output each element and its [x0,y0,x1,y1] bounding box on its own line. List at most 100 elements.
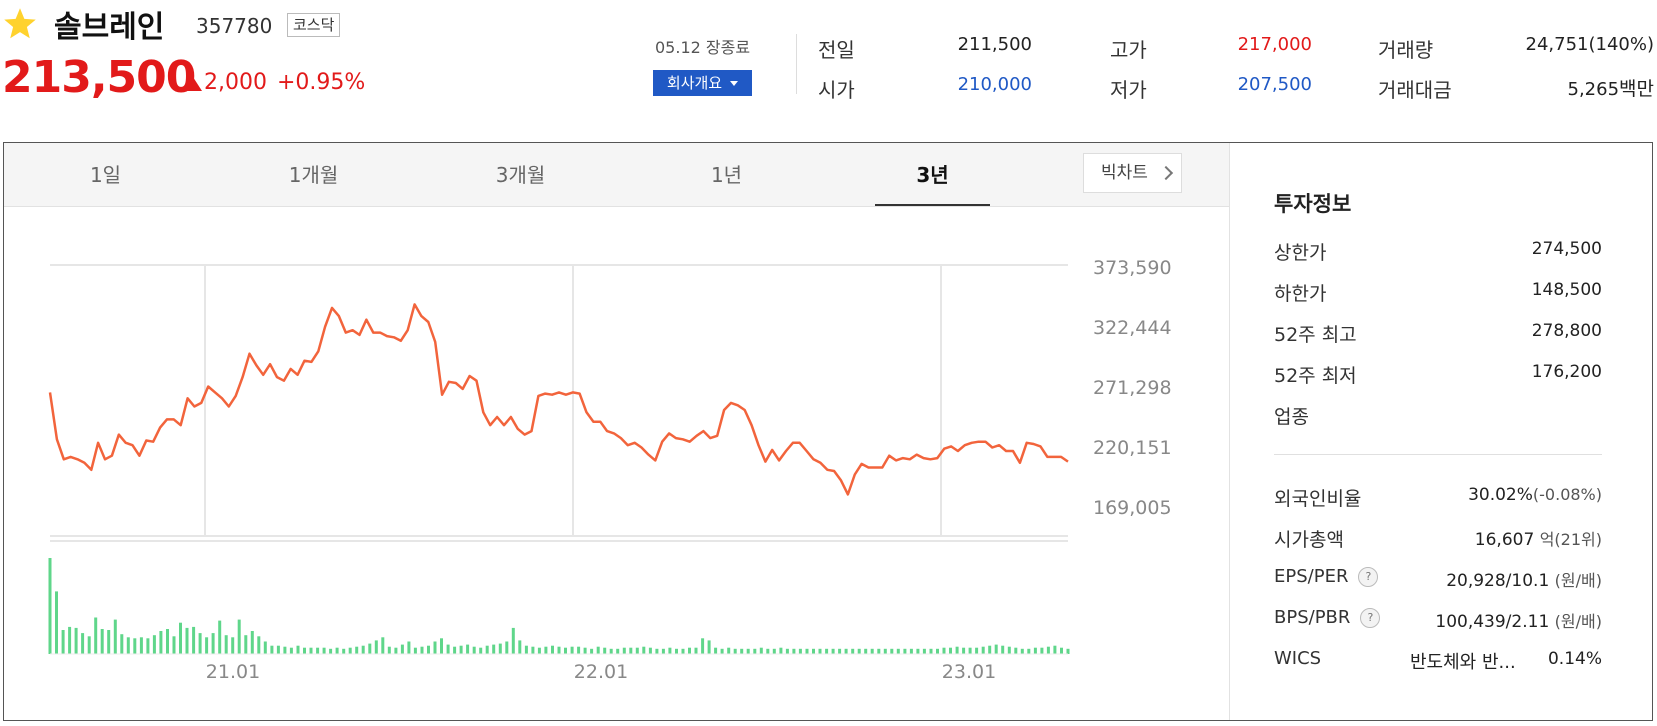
volume-bar [179,622,182,654]
tab-1day[interactable]: 1일 [89,163,122,187]
volume-value: 24,751(140%) [1525,34,1655,55]
volume-bar [962,647,966,654]
volume-bar [596,646,600,654]
volume-bar [661,648,665,654]
foreign-ratio-value: 30.02%(-0.08%) [1468,485,1602,505]
volume-bar [224,635,228,654]
volume-bar [498,643,502,654]
volume-bar [720,648,724,654]
tab-1month[interactable]: 1개월 [288,163,339,187]
volume-bar [772,648,776,654]
wics-sector-link[interactable]: 반도체와 반... [1410,652,1516,673]
volume-bar [805,648,809,654]
volume-bar [172,636,176,654]
prev-close-label: 전일 [818,38,855,62]
volume-bar [289,647,293,654]
sector-label: 업종 [1274,406,1309,428]
help-icon[interactable]: ? [1358,567,1379,587]
volume-bar [329,648,333,654]
bps-pbr-value: 100,439/2.11 (원/배) [1435,608,1602,632]
foreign-ratio-label: 외국인비율 [1274,488,1362,510]
volume-bar [205,637,209,654]
volume-bar [896,648,900,654]
tab-1year[interactable]: 1년 [710,163,743,187]
market-cap: 16,607 [1474,530,1535,550]
52week-low-label: 52주 최저 [1274,365,1357,387]
volume-bar [590,648,594,654]
help-icon[interactable]: ? [1360,608,1381,628]
volume-bar [701,638,705,654]
volume-bar [1046,646,1050,654]
side-panel-divider [1229,143,1230,720]
volume-bar [557,646,561,654]
chart-panel [3,142,1653,721]
low-value: 207,500 [1237,74,1312,95]
volume-bar [903,648,907,654]
volume-bar [583,647,587,654]
volume-bar [851,648,855,654]
market-cap-label: 시가총액 [1274,529,1344,551]
volume-bar [544,646,548,654]
volume-bar [55,591,58,654]
volume-bar [413,647,417,654]
volume-bar [890,648,894,654]
favorite-star-icon[interactable] [2,6,38,42]
volume-bar [909,648,913,654]
volume-bar [733,648,737,654]
volume-bar [81,633,85,654]
x-tick-label: 23.01 [942,661,996,683]
volume-bar [675,648,678,654]
big-chart-button[interactable]: 빅차트 [1083,153,1182,193]
volume-bar [968,647,972,654]
volume-bar [922,648,926,654]
volume-bar [348,647,352,654]
volume-bar [746,648,750,654]
volume-bar [831,648,835,654]
foreign-ratio: 30.02% [1468,485,1533,505]
volume-bar [303,647,306,654]
prev-close-value: 211,500 [957,34,1032,55]
volume-bar [492,644,496,654]
volume-bar [185,627,189,654]
bps-pbr: 100,439/2.11 [1435,612,1550,632]
volume-bar [857,648,861,654]
volume-bar [309,647,313,654]
52week-high-value: 278,800 [1531,321,1602,341]
volume-bar [988,645,992,654]
volume-bar [655,648,659,654]
volume-bar [537,647,541,654]
invest-info-title: 투자정보 [1274,192,1352,216]
change-rate: +0.95% [277,70,366,95]
volume-bar [688,647,691,654]
volume-bar [342,648,346,654]
volume-bar [916,648,920,654]
volume-bar [159,631,163,654]
volume-bar [818,648,822,654]
volume-bar [929,648,933,654]
volume-bar [505,641,509,654]
volume-bar [152,635,156,654]
high-label: 고가 [1110,38,1147,62]
volume-bar [283,646,287,654]
big-chart-label: 빅차트 [1101,163,1148,183]
volume-bar [263,641,267,654]
volume-bar [564,647,567,654]
y-tick-label: 322,444 [1093,317,1172,339]
volume-bar [812,648,815,654]
volume-bar [1001,645,1005,654]
volume-bar [466,644,470,654]
volume-bar [427,645,430,654]
volume-bar [531,646,535,654]
volume-bar [668,647,672,654]
volume-bar [844,648,848,654]
caret-down-icon [730,81,739,86]
volume-bar [511,627,515,654]
volume-bar [400,644,404,654]
tab-3month[interactable]: 3개월 [495,163,546,187]
volume-bar [727,647,731,654]
tab-3year[interactable]: 3년 [916,163,949,187]
company-overview-button[interactable]: 회사개요 [653,70,752,96]
volume-bar [387,646,391,654]
high-value: 217,000 [1237,34,1312,55]
